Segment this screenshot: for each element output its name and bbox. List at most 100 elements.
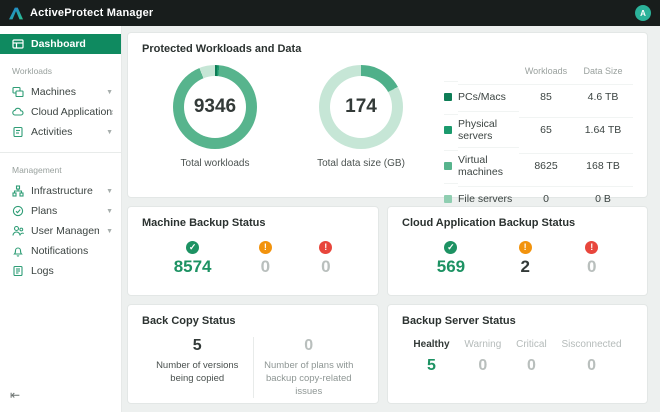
versions-label: Number of versions being copied <box>156 360 239 384</box>
app-logo: ActiveProtect Manager <box>9 7 153 20</box>
sidebar-item-label: Activities <box>31 126 73 138</box>
error-circle-icon: ! <box>319 241 333 254</box>
status-success: ✓ 8574 <box>174 241 212 277</box>
activities-icon <box>13 126 23 138</box>
total-data-size-caption: Total data size (GB) <box>317 158 405 169</box>
chevron-down-icon: ▼ <box>106 88 113 96</box>
user-management-icon <box>12 225 24 236</box>
server-status-disconnected: Sisconnected 0 <box>562 339 622 375</box>
total-workloads-donut: 9346 Total workloads <box>142 61 288 169</box>
back-copy-status-card: Back Copy Status 5 Number of versions be… <box>127 304 379 404</box>
sidebar-item-dashboard[interactable]: Dashboard <box>0 34 121 54</box>
legend-swatch <box>444 161 452 170</box>
cloud-icon <box>12 107 24 116</box>
status-value: 8574 <box>173 257 212 276</box>
server-status-warning: Warning 0 <box>464 339 501 375</box>
server-status-critical: Critical 0 <box>516 339 547 375</box>
app-title: ActiveProtect Manager <box>30 7 154 19</box>
chevron-down-icon: ▼ <box>106 187 113 195</box>
sidebar-item-infrastructure[interactable]: Infrastructure ▼ <box>0 181 121 201</box>
status-value: 0 <box>260 257 271 276</box>
sidebar-item-label: Notifications <box>31 245 89 257</box>
donut-chart-workloads: 9346 <box>173 65 257 149</box>
protected-workloads-card: Protected Workloads and Data 9346 Total … <box>127 32 648 244</box>
chevron-down-icon: ▼ <box>106 128 113 136</box>
sidebar-item-label: Machines <box>31 86 76 98</box>
card-title: Protected Workloads and Data <box>142 43 302 55</box>
dashboard-icon <box>12 39 24 49</box>
sidebar-item-label: Dashboard <box>31 38 86 50</box>
sidebar-divider <box>0 152 121 153</box>
legend-workloads-value: 85 <box>519 84 573 108</box>
card-title: Back Copy Status <box>142 315 236 327</box>
legend-data-size-value: 1.64 TB <box>573 117 633 141</box>
card-title: Machine Backup Status <box>142 217 266 229</box>
issues-label: Number of plans with backup copy-related… <box>264 360 354 397</box>
status-value: 2 <box>520 257 530 276</box>
server-status-healthy: Healthy 5 <box>413 339 449 375</box>
issues-value: 0 <box>304 337 314 354</box>
sidebar-collapse-button[interactable]: ⇤ <box>10 388 21 402</box>
status-success: ✓ 569 <box>437 241 465 277</box>
sidebar-item-plans[interactable]: Plans ▼ <box>0 201 121 221</box>
legend-swatch <box>444 194 452 203</box>
plans-with-issues: 0 Number of plans with backup copy-relat… <box>254 337 365 398</box>
sidebar-section-management: Management <box>12 165 62 175</box>
total-workloads-value: 9346 <box>193 96 237 117</box>
sidebar-item-label: User Management <box>31 225 100 237</box>
legend-swatch <box>444 125 452 134</box>
versions-value: 5 <box>192 337 202 354</box>
infrastructure-icon <box>12 185 24 197</box>
chevron-down-icon: ▼ <box>106 227 113 235</box>
plans-icon <box>12 205 24 217</box>
card-title: Backup Server Status <box>402 315 516 327</box>
total-data-size-value: 174 <box>345 96 377 117</box>
warning-circle-icon: ! <box>518 241 532 254</box>
sidebar-item-activities[interactable]: Activities ▼ <box>0 122 121 142</box>
sidebar-item-label: Logs <box>31 265 54 277</box>
machine-backup-status-card: Machine Backup Status ✓ 8574 ! 0 ! 0 <box>127 206 379 296</box>
legend-data-size-value: 168 TB <box>573 153 633 177</box>
status-value: 0 <box>321 257 331 276</box>
status-value: 5 <box>427 357 436 374</box>
sidebar-item-machines[interactable]: Machines ▼ <box>0 82 121 102</box>
cloud-application-backup-status-card: Cloud Application Backup Status ✓ 569 ! … <box>387 206 648 296</box>
user-avatar[interactable]: A <box>635 5 651 21</box>
status-value: 569 <box>436 257 466 276</box>
check-circle-icon: ✓ <box>186 241 200 254</box>
status-error: ! 0 <box>319 241 333 277</box>
legend-header-workloads: Workloads <box>524 66 568 76</box>
card-title: Cloud Application Backup Status <box>402 217 576 229</box>
status-label: Critical <box>516 339 547 350</box>
backup-server-status-card: Backup Server Status Healthy 5 Warning 0… <box>387 304 648 404</box>
legend-data-size-value: 4.6 TB <box>573 84 633 108</box>
total-workloads-caption: Total workloads <box>180 158 250 169</box>
legend-workloads-value: 0 <box>519 186 573 210</box>
sidebar-item-logs[interactable]: Logs <box>0 261 121 281</box>
status-warning: ! 0 <box>258 241 272 277</box>
status-warning: ! 2 <box>518 241 532 277</box>
sidebar-item-cloud-applications[interactable]: Cloud Applications <box>0 102 121 122</box>
sidebar-item-user-management[interactable]: User Management ▼ <box>0 221 121 241</box>
legend-label: File servers <box>458 186 519 210</box>
machines-icon <box>12 86 24 98</box>
bell-icon <box>13 247 23 257</box>
legend-label: PCs/Macs <box>458 84 519 108</box>
status-label: Sisconnected <box>561 339 622 350</box>
main-content: Protected Workloads and Data 9346 Total … <box>122 26 660 412</box>
status-value: 0 <box>526 357 536 374</box>
activeprotect-logo-icon <box>9 7 23 19</box>
sidebar-item-notifications[interactable]: Notifications <box>0 241 121 261</box>
sidebar-item-label: Infrastructure <box>31 185 93 197</box>
logs-icon <box>13 265 23 277</box>
status-error: ! 0 <box>585 241 599 277</box>
top-bar: ActiveProtect Manager A <box>0 0 660 26</box>
total-data-size-donut: 174 Total data size (GB) <box>288 61 434 169</box>
status-value: 0 <box>587 357 596 374</box>
legend-data-size-value: 0 B <box>573 186 633 210</box>
legend-workloads-value: 8625 <box>519 153 573 177</box>
sidebar-item-label: Plans <box>31 205 58 217</box>
legend-header-data-size: Data Size <box>583 66 623 76</box>
status-value: 0 <box>478 357 488 374</box>
status-label: Warning <box>464 339 502 350</box>
